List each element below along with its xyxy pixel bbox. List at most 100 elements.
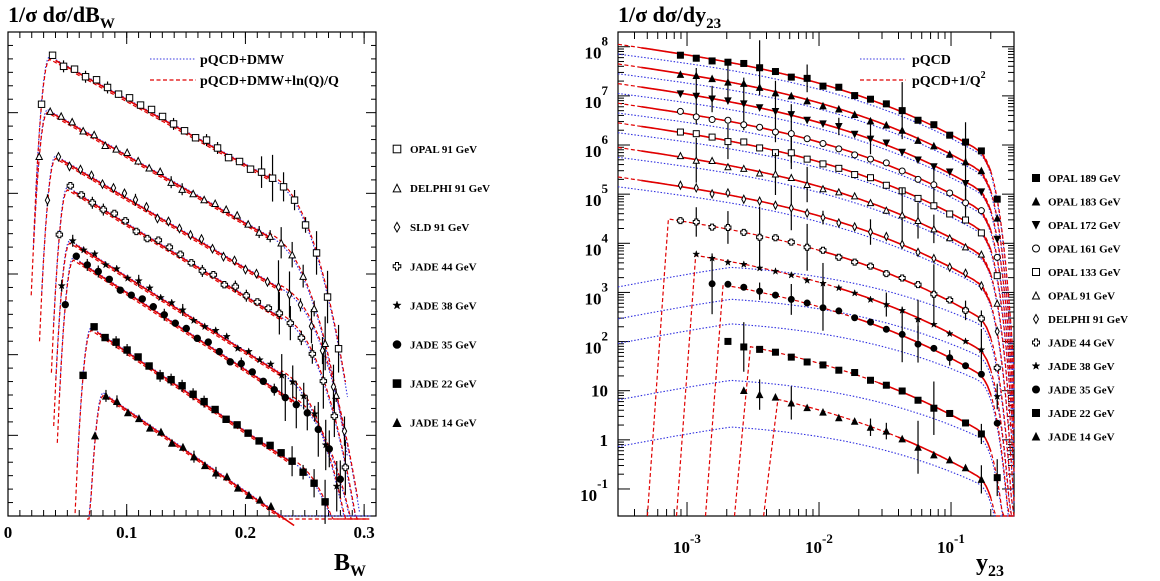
curve-pqcd: [617, 323, 1014, 517]
data-point-star: [977, 345, 986, 354]
curve-pqcd: [617, 426, 1014, 517]
data-point-filled-circle: [835, 307, 843, 315]
data-point-open-cross: [99, 205, 108, 214]
data-point-filled-square: [867, 95, 874, 103]
data-point-open-triangle: [46, 106, 55, 115]
data-point-open-cross: [756, 233, 764, 241]
data-point-filled-triangle-down: [993, 235, 1002, 244]
data-point-filled-circle: [292, 401, 300, 409]
data-point-open-triangle: [35, 152, 44, 161]
data-point-open-square: [993, 272, 1001, 280]
data-point-open-cross: [708, 223, 716, 231]
data-point-open-square: [180, 127, 189, 135]
data-point-open-cross: [242, 291, 251, 300]
data-point-filled-square: [178, 382, 186, 390]
data-point-filled-triangle-down: [1031, 221, 1041, 230]
data-point-open-triangle: [156, 166, 165, 176]
data-point-filled-square: [211, 405, 219, 414]
legend-label: JADE 44 GeV: [1048, 338, 1115, 350]
data-point-star: [244, 347, 253, 356]
curve-pqcd-dmw: [88, 391, 371, 517]
x-tick-label: 10-3: [673, 531, 701, 557]
data-point-star: [961, 337, 970, 345]
data-point-open-triangle: [708, 156, 716, 164]
data-point-star: [332, 481, 341, 490]
data-point-filled-square: [819, 82, 827, 90]
data-point-open-square: [290, 196, 299, 204]
data-point-open-triangle: [211, 198, 220, 207]
legend-label: JADE 35 GeV: [1048, 385, 1115, 397]
fit-range-curve: [641, 150, 992, 275]
data-point-open-square: [235, 157, 244, 166]
data-point-filled-circle: [248, 368, 256, 376]
data-point-filled-square: [255, 437, 263, 445]
data-point-filled-square: [222, 415, 230, 423]
legend-label: JADE 22 GeV: [1048, 408, 1115, 420]
data-point-open-cross: [143, 234, 152, 243]
data-point-filled-circle: [61, 300, 69, 309]
data-point-open-diamond: [220, 251, 227, 262]
curve-pqcd: [617, 92, 1015, 411]
data-point-open-square: [59, 62, 68, 71]
y-tick-label: 10: [591, 382, 608, 401]
data-point-filled-square: [946, 131, 954, 139]
data-point-filled-circle: [325, 445, 333, 453]
data-point-filled-triangle-down: [977, 188, 986, 196]
data-point-open-triangle: [244, 219, 253, 228]
data-point-open-square: [930, 202, 938, 210]
data-point-filled-circle: [204, 338, 212, 346]
data-point-filled-circle: [756, 287, 764, 295]
data-point-filled-triangle: [803, 96, 811, 105]
data-point-filled-triangle: [898, 126, 906, 134]
data-point-open-cross: [55, 230, 64, 239]
data-point-open-diamond: [757, 196, 763, 207]
data-point-filled-triangle: [866, 116, 875, 125]
legend-label-pqcd: pQCD: [912, 53, 951, 68]
data-point-open-circle: [851, 151, 859, 159]
curve-pqcd: [617, 379, 1014, 517]
data-point-filled-circle: [237, 359, 245, 368]
data-point-filled-triangle: [222, 472, 231, 481]
x-tick-label: 0: [4, 523, 13, 542]
data-point-open-square: [977, 229, 985, 237]
data-point-open-circle: [946, 189, 954, 197]
data-point-open-square: [803, 155, 811, 163]
data-point-filled-triangle-down: [914, 156, 922, 165]
data-point-star: [392, 300, 402, 310]
data-point-open-triangle: [755, 168, 764, 177]
right-plot-frame: [617, 31, 1015, 517]
data-point-open-square: [312, 249, 321, 257]
data-point-open-cross: [66, 182, 75, 190]
data-point-open-diamond: [677, 180, 683, 191]
curve-pqcd-dmw: [40, 154, 361, 513]
data-point-open-square: [835, 164, 843, 172]
legend-label: JADE 14 GeV: [1048, 432, 1115, 444]
data-point-filled-triangle: [787, 398, 796, 407]
data-point-filled-triangle: [819, 407, 827, 416]
data-point-open-triangle: [112, 144, 121, 153]
data-point-filled-circle: [160, 311, 168, 319]
data-point-star: [167, 298, 176, 307]
y-tick-label: 103: [585, 279, 609, 308]
data-point-open-circle: [708, 116, 716, 124]
data-point-open-square: [81, 73, 90, 81]
data-point-filled-circle: [993, 419, 1001, 427]
data-point-filled-square: [962, 419, 970, 427]
data-point-open-square: [756, 144, 764, 152]
data-point-open-cross: [882, 270, 890, 278]
data-point-star: [310, 409, 319, 418]
data-point-open-diamond: [176, 223, 183, 234]
data-point-open-diamond: [899, 239, 905, 250]
data-point-star: [288, 377, 297, 386]
data-point-open-diamond: [187, 229, 194, 241]
data-point-open-square: [202, 136, 211, 144]
data-point-open-triangle: [68, 117, 77, 126]
data-point-open-triangle: [233, 210, 242, 219]
data-point-open-square: [213, 144, 222, 152]
data-point-filled-square: [787, 353, 795, 361]
data-point-filled-triangle-down: [819, 120, 827, 129]
data-point-open-cross: [835, 253, 843, 261]
curve-pqcd: [617, 298, 1014, 517]
data-point-open-square: [787, 149, 795, 157]
legend-label: OPAL 172 GeV: [1048, 220, 1121, 232]
